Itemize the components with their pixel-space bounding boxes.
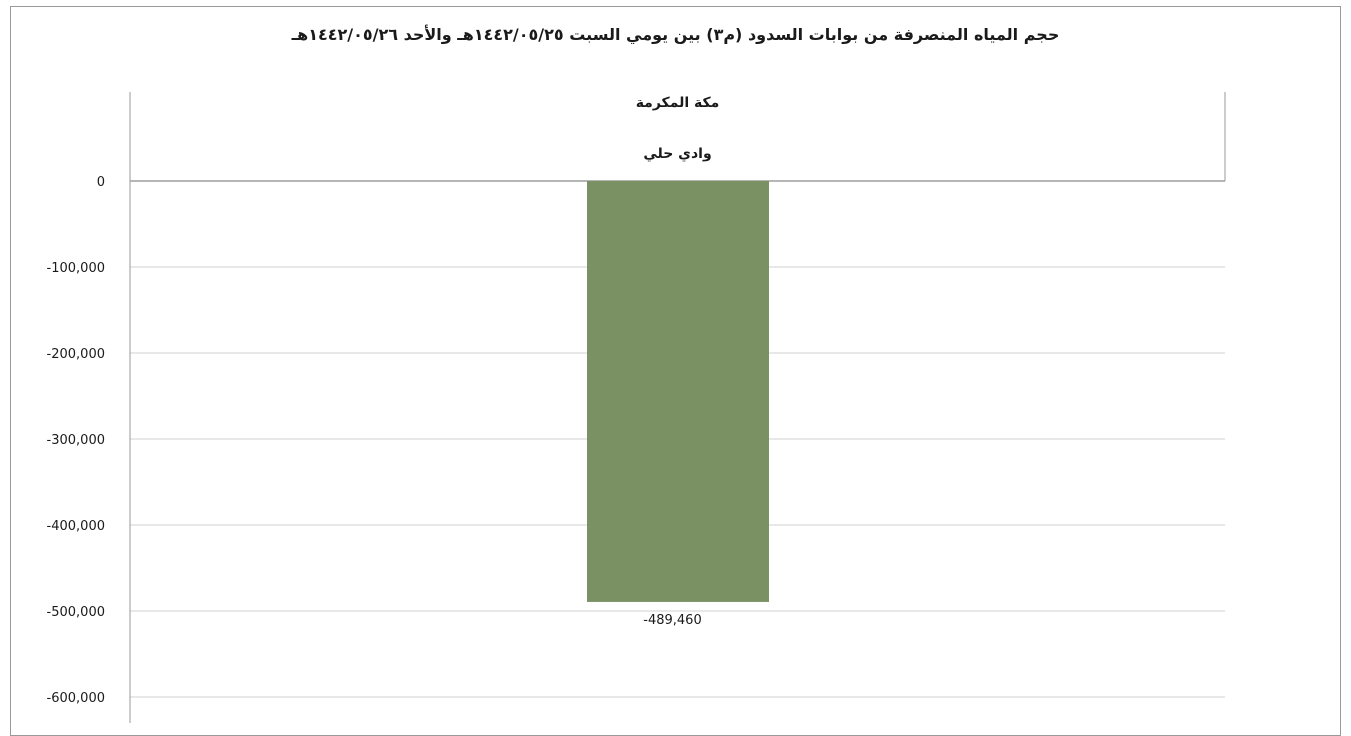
bars-layer <box>587 181 769 602</box>
y-tick-label: -400,000 <box>47 519 105 534</box>
data-label: -489,460 <box>643 613 701 628</box>
x-category-label: وادي حلي <box>643 146 711 163</box>
axis-layer <box>129 92 1226 723</box>
y-tick-label: -300,000 <box>47 433 105 448</box>
y-tick-label: -500,000 <box>47 605 105 620</box>
bar <box>587 181 769 602</box>
y-tick-label: -600,000 <box>47 691 105 706</box>
y-tick-label: -100,000 <box>47 261 105 276</box>
labels-layer: 0 -100,000 -200,000 -300,000 -400,000 -500,00… <box>47 95 720 706</box>
y-tick-label: 0 <box>97 175 105 190</box>
category-group-label: مكة المكرمة <box>636 95 720 111</box>
chart-title: حجم المياه المنصرفة من بوابات السدود (م٣… <box>291 25 1060 44</box>
y-tick-label: -200,000 <box>47 347 105 362</box>
